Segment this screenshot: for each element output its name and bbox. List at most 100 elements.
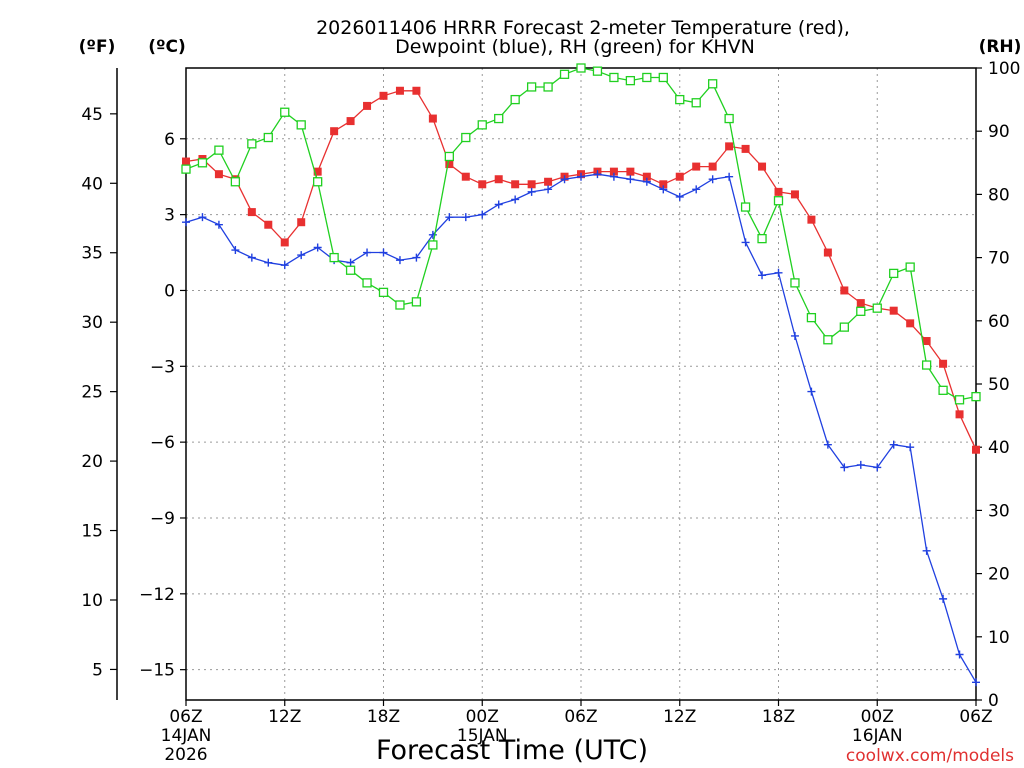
rh-point (856, 306, 866, 316)
2-meter-temperature-point (807, 215, 816, 224)
rh-point (395, 300, 405, 310)
rh-tick-label: 40 (988, 438, 1010, 458)
celsius-tick-label: 6 (164, 130, 175, 150)
fahrenheit-tick-label: 40 (81, 174, 103, 194)
rh-point (181, 164, 191, 174)
time-tick-label: 06Z (564, 707, 597, 727)
rh-point (625, 75, 636, 86)
2-meter-temperature-point (412, 86, 421, 95)
2-meter-temperature-point (428, 114, 437, 123)
2-meter-temperature-point (626, 167, 635, 176)
2-meter-temperature-point (264, 220, 273, 229)
rh-point (757, 233, 767, 244)
rh-point (708, 79, 718, 89)
rh-point (642, 72, 652, 83)
dewpoint-point (313, 243, 322, 252)
rh-tick-label: 0 (988, 691, 999, 711)
rh-tick-label: 20 (988, 565, 1010, 585)
dewpoint-point (708, 175, 717, 184)
dewpoint-point (247, 253, 256, 262)
dewpoint-point (873, 463, 882, 472)
rh-point (461, 132, 471, 143)
2-meter-temperature-point (708, 162, 717, 171)
rh-point (280, 107, 290, 117)
celsius-tick-label: −6 (150, 433, 175, 453)
dewpoint-point (560, 175, 569, 184)
dewpoint-point (428, 230, 437, 239)
rh-point (362, 278, 372, 288)
year-tick-label: 2026 (164, 745, 207, 765)
rh-point (576, 63, 586, 73)
2-meter-temperature-point (214, 170, 223, 179)
2-meter-temperature-point (346, 117, 355, 126)
celsius-tick-label: −15 (139, 661, 175, 681)
dewpoint-point (906, 443, 915, 452)
fahrenheit-tick-label: 45 (81, 105, 103, 125)
dewpoint-point (955, 650, 964, 659)
dewpoint-point (478, 210, 487, 219)
gridlines (186, 68, 976, 700)
2-meter-temperature-point (659, 180, 668, 189)
rh-point (921, 360, 932, 370)
2-meter-temperature-point (280, 238, 289, 247)
rh-point (658, 72, 668, 83)
rh-point (313, 177, 323, 187)
rh-unit-label: (RH) (979, 37, 1022, 57)
dewpoint-point (840, 463, 849, 472)
time-tick-label: 12Z (663, 707, 696, 727)
rh-point (345, 265, 356, 275)
rh-point (428, 240, 438, 250)
dewpoint-point (544, 185, 553, 194)
rh-point (559, 69, 570, 79)
2-meter-temperature-point (840, 286, 849, 295)
rh-point (477, 120, 487, 130)
rh-point (889, 268, 899, 279)
2-meter-temperature-point (511, 180, 520, 189)
rh-point (494, 113, 504, 124)
2-meter-temperature-point (379, 91, 388, 100)
fahrenheit-tick-label: 15 (81, 522, 103, 542)
rh-point (823, 335, 833, 345)
time-tick-label: 06Z (959, 707, 992, 727)
rh-point (411, 297, 422, 307)
rh-tick-label: 60 (988, 312, 1010, 332)
rh-point (214, 145, 224, 155)
celsius-unit-label: (ºC) (148, 37, 186, 57)
2-meter-temperature-point (395, 86, 404, 95)
celsius-tick-label: −3 (150, 357, 175, 377)
rh-tick-label: 80 (988, 185, 1010, 205)
2-meter-temperature-point (906, 319, 915, 328)
dewpoint-point (758, 271, 767, 280)
rh-point (675, 94, 685, 105)
fahrenheit-tick-label: 5 (92, 660, 103, 680)
dewpoint-point (741, 238, 750, 247)
dewpoint-point (774, 268, 783, 277)
rh-tick-label: 30 (988, 501, 1010, 521)
dewpoint-point (577, 172, 585, 181)
dewpoint-point (494, 200, 503, 209)
rh-point (691, 98, 701, 108)
fahrenheit-tick-label: 30 (81, 313, 103, 333)
2-meter-temperature-line (185, 90, 977, 450)
dewpoint-point (593, 170, 602, 179)
chart-title-line2: Dewpoint (blue), RH (green) for KHVN (395, 36, 755, 58)
rh-point (773, 196, 784, 206)
dewpoint-point (972, 678, 980, 687)
dewpoint-point (461, 213, 470, 222)
time-tick-label: 00Z (466, 707, 499, 727)
dewpoint-point (346, 258, 355, 267)
series-layer (181, 63, 981, 687)
2-meter-temperature-point (445, 160, 454, 169)
2-meter-temperature-point (478, 180, 487, 189)
dewpoint-point (379, 248, 388, 257)
rh-point (609, 72, 619, 83)
rh-point (790, 278, 800, 288)
rh-point (510, 94, 520, 105)
rh-point (263, 132, 273, 143)
dewpoint-point (214, 220, 223, 229)
dewpoint-point (182, 218, 190, 227)
rh-point (543, 82, 553, 92)
plot-area-frame (185, 67, 977, 701)
